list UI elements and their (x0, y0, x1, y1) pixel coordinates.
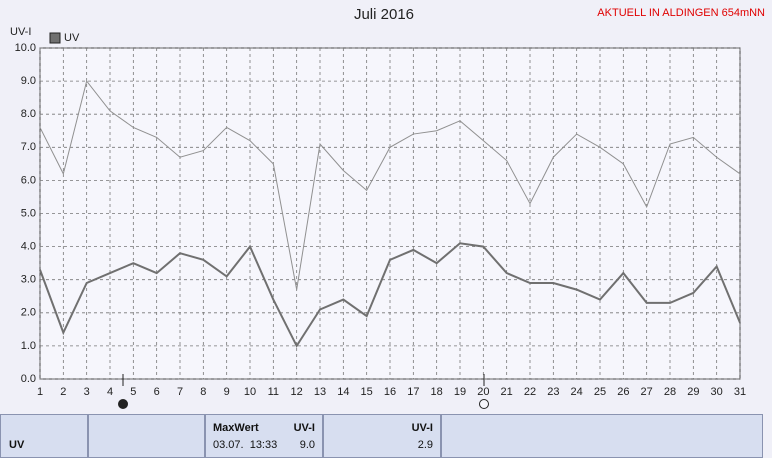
x-tick-label: 28 (664, 386, 676, 398)
x-tick-label: 25 (594, 386, 606, 398)
x-tick-label: 21 (501, 386, 513, 398)
x-tick-label: 20 (477, 386, 489, 398)
current-value: 2.9 (417, 439, 433, 451)
legend-label: UV (64, 32, 80, 44)
x-tick-label: 2 (60, 386, 66, 398)
full-moon (479, 399, 489, 409)
new-moon (118, 399, 128, 409)
max-unit: UV-I (293, 422, 315, 434)
x-tick-label: 18 (431, 386, 443, 398)
chart-subtitle: AKTUELL IN ALDINGEN 654mNN (597, 7, 765, 19)
x-tick-label: 13 (314, 386, 326, 398)
x-tick-label: 14 (337, 386, 349, 398)
chart-title: Juli 2016 (354, 6, 414, 23)
x-tick-label: 27 (641, 386, 653, 398)
y-tick-label: 0.0 (21, 373, 36, 385)
footer-cell: UV-I 2.9 (323, 414, 441, 458)
y-tick-label: 9.0 (21, 75, 36, 87)
footer-label: UV (9, 439, 25, 451)
x-tick-label: 22 (524, 386, 536, 398)
x-tick-label: 10 (244, 386, 256, 398)
max-time: 03.07. 13:33 (213, 439, 278, 451)
x-tick-label: 5 (130, 386, 136, 398)
y-tick-label: 2.0 (21, 307, 36, 319)
x-tick-label: 19 (454, 386, 466, 398)
x-tick-label: 29 (687, 386, 699, 398)
footer-cell (441, 414, 763, 458)
x-tick-label: 17 (407, 386, 419, 398)
chart: Juli 2016 AKTUELL IN ALDINGEN 654mNN UV-… (10, 6, 765, 409)
footer-cell: UV (0, 414, 88, 458)
x-tick-label: 26 (617, 386, 629, 398)
footer-cell: MaxWert UV-I 03.07. 13:33 9.0 (205, 414, 323, 458)
legend-swatch (49, 32, 61, 44)
footer-cell (88, 414, 205, 458)
y-tick-label: 1.0 (21, 340, 36, 352)
y-tick-label: 7.0 (21, 141, 36, 153)
y-tick-label: 6.0 (21, 174, 36, 186)
x-tick-label: 9 (224, 386, 230, 398)
x-tick-label: 24 (571, 386, 583, 398)
x-tick-label: 1 (37, 386, 43, 398)
y-tick-label: 3.0 (21, 274, 36, 286)
x-tick-label: 15 (361, 386, 373, 398)
y-tick-label: 8.0 (21, 108, 36, 120)
current-unit: UV-I (411, 422, 433, 434)
y-tick-label: 10.0 (15, 42, 36, 54)
x-tick-label: 12 (291, 386, 303, 398)
max-header: MaxWert (213, 422, 259, 434)
y-tick-label: 4.0 (21, 241, 36, 253)
series-line (39, 79, 741, 290)
x-tick-label: 3 (84, 386, 90, 398)
x-tick-label: 31 (734, 386, 746, 398)
x-tick-label: 8 (200, 386, 206, 398)
x-tick-label: 7 (177, 386, 183, 398)
x-tick-label: 11 (268, 386, 279, 398)
x-tick-label: 16 (384, 386, 396, 398)
x-tick-label: 6 (154, 386, 160, 398)
series-line (39, 242, 741, 348)
x-tick-label: 30 (711, 386, 723, 398)
y-axis-label: UV-I (10, 26, 31, 38)
y-tick-label: 5.0 (21, 207, 36, 219)
max-value: 9.0 (299, 439, 315, 451)
x-tick-label: 4 (107, 386, 113, 398)
footer: UV MaxWert UV-I 03.07. 13:33 9.0 UV-I 2.… (0, 414, 772, 458)
x-tick-label: 23 (547, 386, 559, 398)
